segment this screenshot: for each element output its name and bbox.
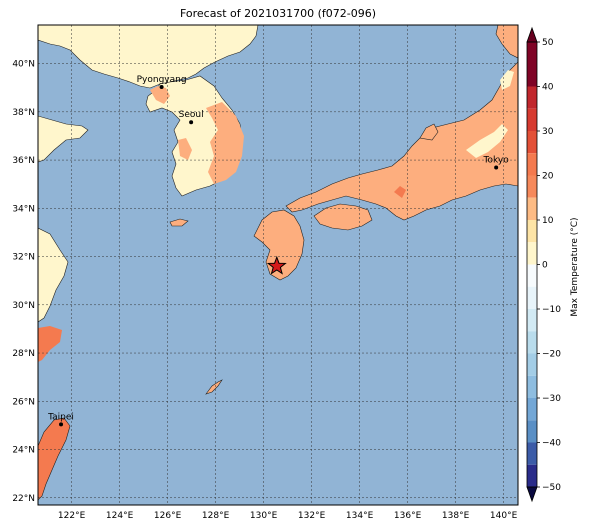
colorbar-band: [527, 197, 537, 220]
latitude-tick-label: 30°N: [12, 301, 35, 311]
china-southeast-land: [38, 227, 69, 323]
colorbar-tick-label: 50: [542, 38, 554, 48]
city-label: Taipei: [47, 412, 74, 422]
colorbar-tick-label: −40: [542, 439, 561, 449]
city-marker: [189, 120, 194, 125]
longitude-tick-label: 130°E: [250, 511, 278, 521]
colorbar-tick-label: −20: [542, 350, 561, 360]
colorbar-band: [527, 398, 537, 421]
longitude-tick-label: 138°E: [442, 511, 470, 521]
map-title: Forecast of 2021031700 (f072-096): [179, 7, 377, 20]
latitude-tick-label: 24°N: [12, 446, 35, 456]
jeju-island: [169, 218, 189, 227]
storm-marker-star: [266, 255, 287, 275]
colorbar-band: [527, 42, 537, 87]
colorbar-band: [527, 153, 537, 176]
longitude-tick-label: 122°E: [58, 511, 86, 521]
colorbar-band: [527, 353, 537, 376]
colorbar-band: [527, 464, 537, 487]
longitude-tick-label: 128°E: [202, 511, 230, 521]
colorbar-tick-label: 30: [542, 127, 554, 137]
latitude-tick-label: 26°N: [12, 397, 35, 407]
colorbar-band: [527, 175, 537, 198]
city-label: Tokyo: [483, 156, 510, 166]
taiwan-land: [38, 417, 71, 501]
colorbar-extend-max: [526, 26, 538, 43]
city-label: Seoul: [179, 110, 204, 120]
colorbar-band: [527, 331, 537, 354]
city-label: Pyongyang: [137, 75, 187, 85]
longitude-tick-label: 124°E: [106, 511, 134, 521]
longitude-tick-label: 134°E: [346, 511, 374, 521]
colorbar-label: Max Temperature (°C): [570, 217, 580, 316]
city-marker: [494, 165, 499, 170]
latitude-tick-label: 34°N: [12, 204, 35, 214]
colorbar-band: [527, 309, 537, 332]
longitude-tick-label: 126°E: [154, 511, 182, 521]
colorbar-tick-label: 40: [542, 83, 554, 93]
colorbar-band: [527, 442, 537, 465]
colorbar-tick-label: −30: [542, 394, 561, 404]
colorbar-band: [527, 86, 537, 109]
korea-warm-patch-2: [150, 86, 170, 104]
kyushu-land: [253, 209, 305, 281]
colorbar-band: [527, 131, 537, 154]
honshu-cool-patch: [466, 124, 508, 158]
city-marker: [59, 422, 64, 427]
korea-warm-patch-3: [178, 138, 192, 160]
okinawa-islands: [205, 379, 223, 395]
shikoku-land: [313, 203, 373, 231]
colorbar-tick-label: 20: [542, 172, 554, 182]
latitude-tick-label: 32°N: [12, 253, 35, 263]
colorbar-band: [527, 375, 537, 398]
honshu-land: [285, 61, 518, 221]
longitude-tick-label: 132°E: [298, 511, 326, 521]
colorbar-band: [527, 286, 537, 309]
colorbar-band: [527, 420, 537, 443]
latitude-tick-label: 28°N: [12, 349, 35, 359]
colorbar-band: [527, 242, 537, 265]
noto-peninsula: [419, 123, 439, 141]
latitude-tick-label: 38°N: [12, 108, 35, 118]
colorbar-tick-label: −10: [542, 305, 561, 315]
longitude-tick-label: 140°E: [490, 511, 518, 521]
latitude-tick-label: 22°N: [12, 494, 35, 504]
colorbar-extend-min: [526, 486, 538, 503]
honshu-hot-patch: [394, 186, 406, 198]
shandong-land: [38, 115, 89, 163]
latitude-tick-label: 40°N: [12, 60, 35, 70]
colorbar-tick-label: 10: [542, 216, 554, 226]
longitude-tick-label: 136°E: [394, 511, 422, 521]
colorbar-band: [527, 108, 537, 131]
colorbar-tick-label: −50: [542, 483, 561, 493]
colorbar-band: [527, 264, 537, 287]
city-marker: [159, 84, 164, 89]
latitude-tick-label: 36°N: [12, 156, 35, 166]
hokkaido-land: [495, 25, 518, 59]
colorbar-tick-label: 0: [542, 261, 548, 271]
map-frame: [37, 24, 519, 506]
colorbar-band: [527, 220, 537, 243]
